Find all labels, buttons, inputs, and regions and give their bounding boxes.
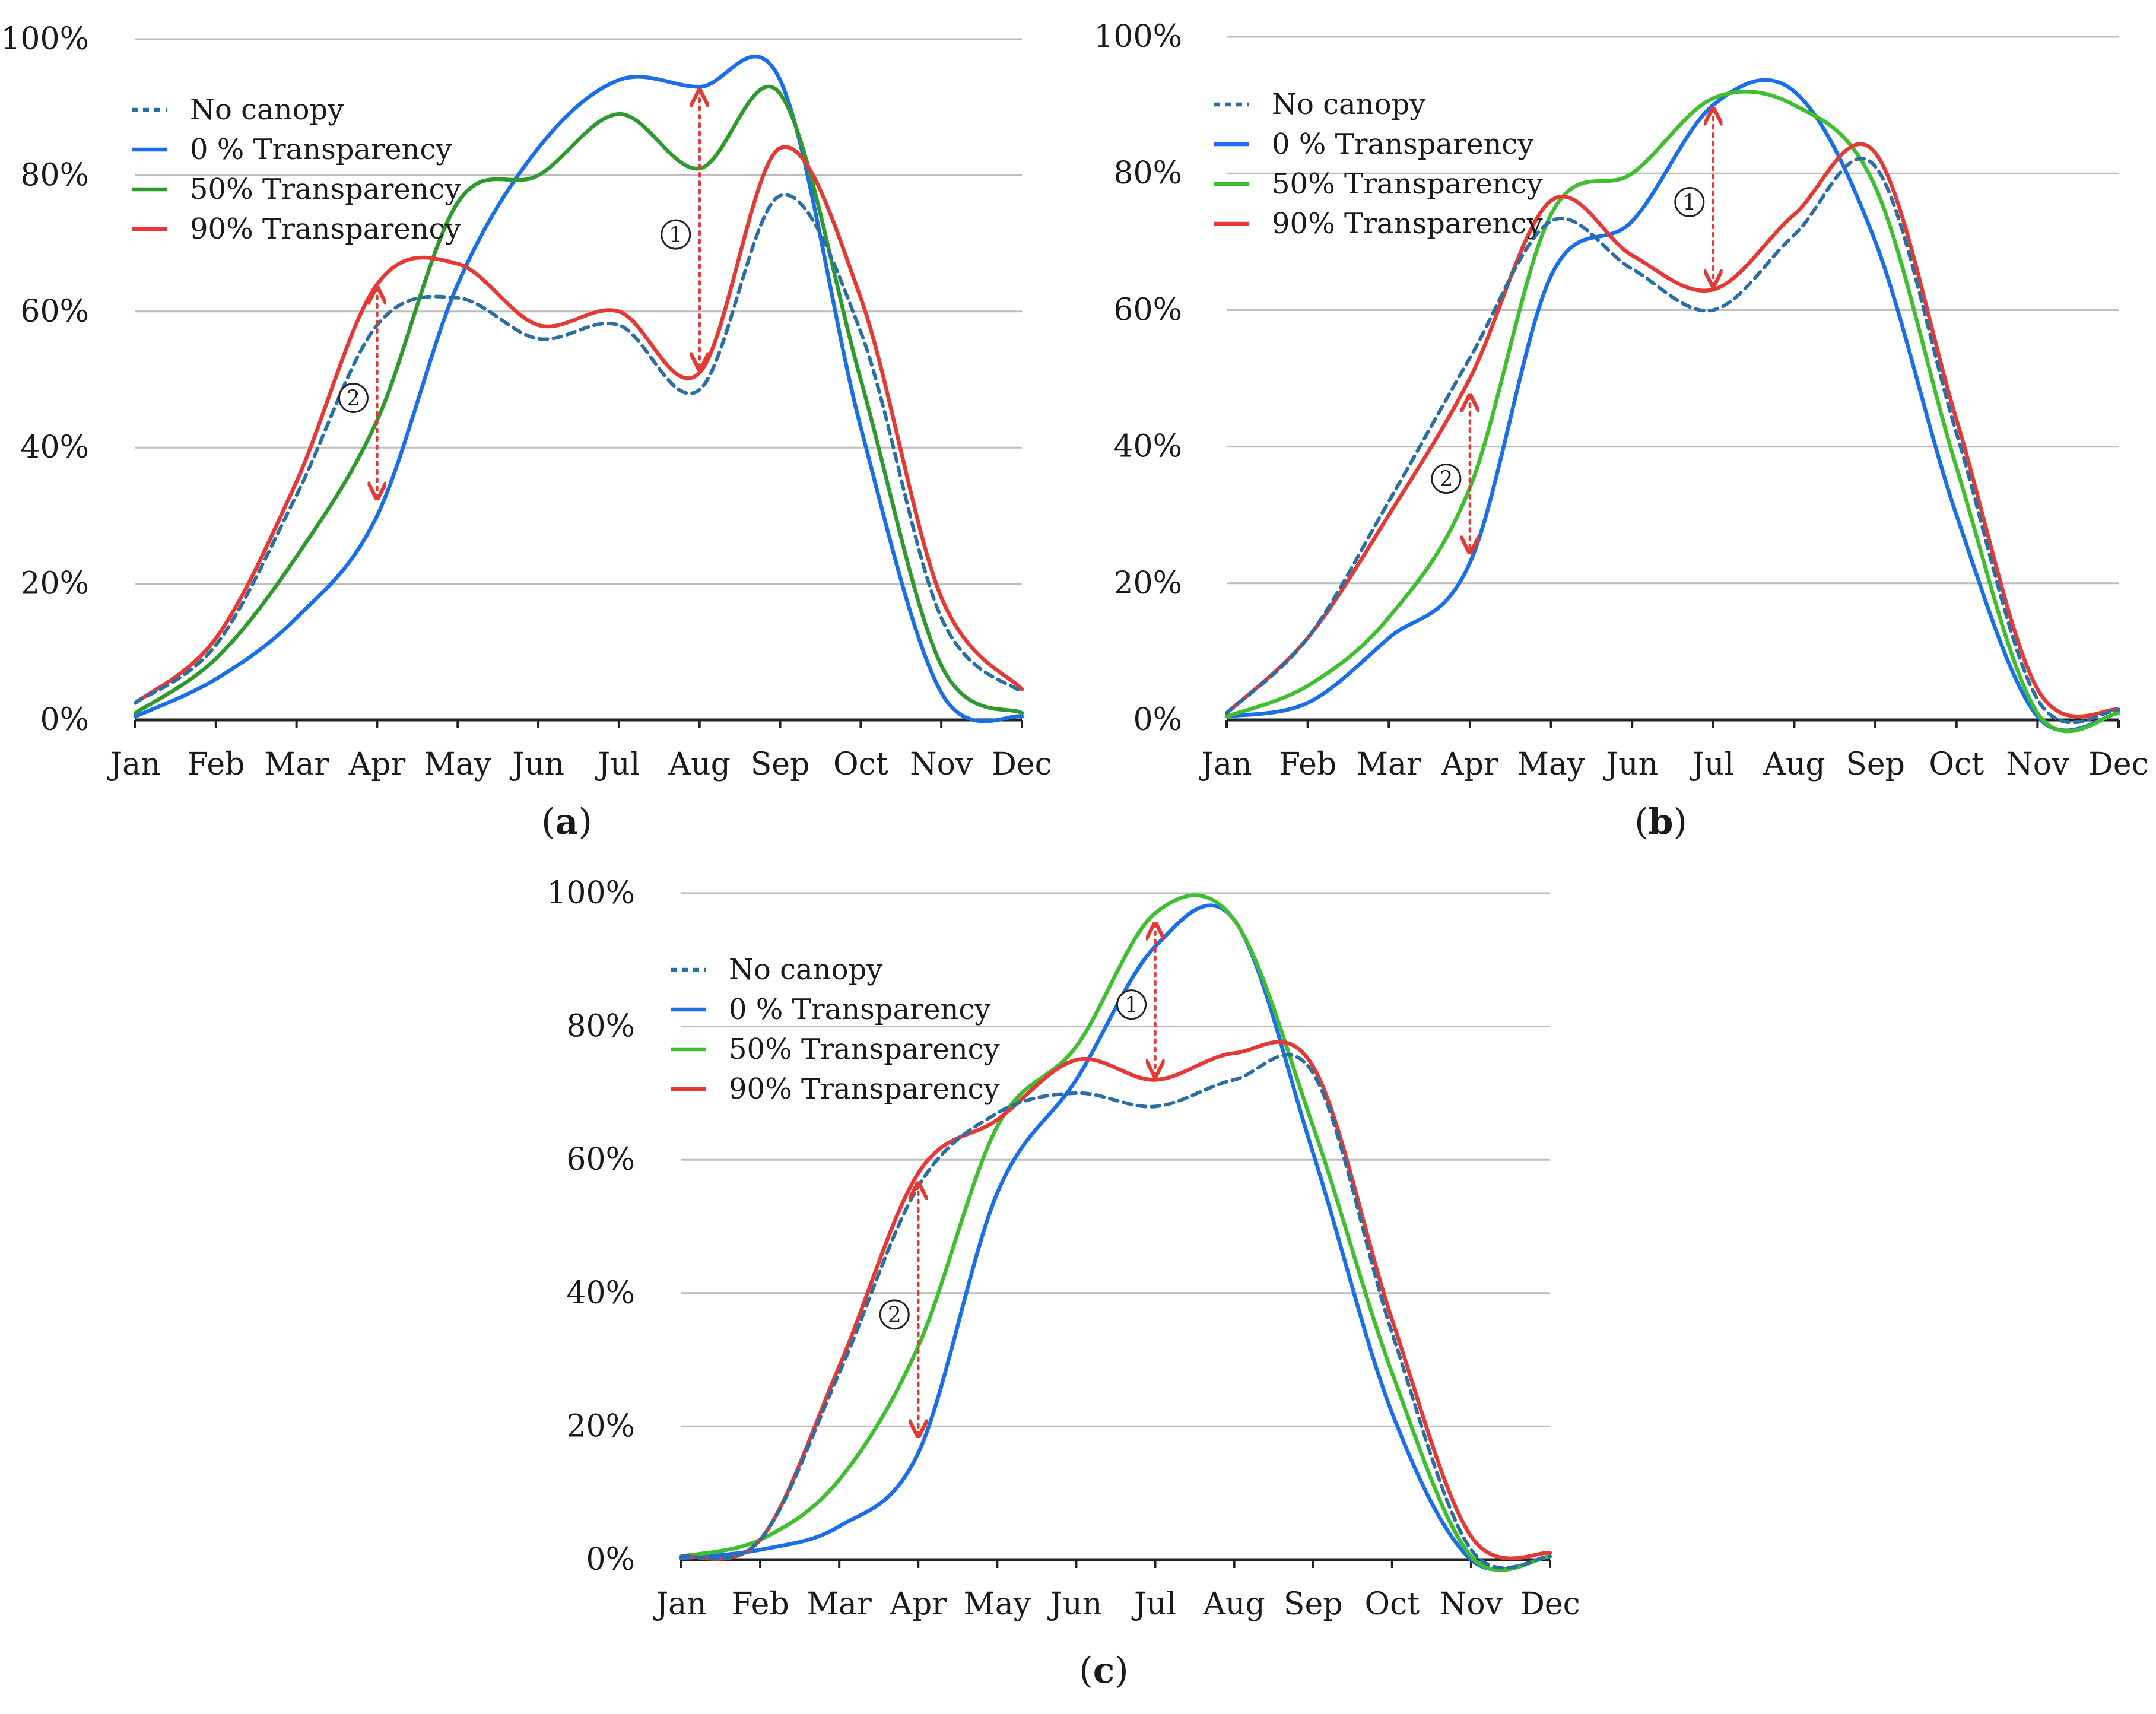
x-tick-label: Apr bbox=[348, 747, 406, 782]
y-tick-label: 100% bbox=[547, 875, 635, 911]
x-tick-label: May bbox=[1517, 747, 1585, 782]
x-tick-label: Aug bbox=[668, 747, 731, 782]
annotation-circle bbox=[661, 219, 691, 250]
x-tick-label: Jun bbox=[1603, 747, 1658, 782]
legend-label: 0 % Transparency bbox=[1272, 128, 1533, 161]
y-tick-label: 40% bbox=[20, 430, 89, 465]
legend-label: No canopy bbox=[190, 93, 344, 126]
x-tick-label: Sep bbox=[1284, 1586, 1343, 1622]
x-tick-label: Dec bbox=[1520, 1586, 1580, 1622]
series-line-0-transparency bbox=[1224, 78, 2121, 732]
series-line-90-transparency bbox=[133, 145, 1024, 705]
annotation-circle bbox=[338, 382, 369, 413]
legend-label: 0 % Transparency bbox=[729, 993, 990, 1026]
x-tick-label: May bbox=[964, 1586, 1031, 1622]
panel-caption: (a) bbox=[541, 801, 592, 843]
y-tick-label: 60% bbox=[566, 1142, 635, 1177]
series-line-no-canopy bbox=[679, 1053, 1552, 1570]
x-tick-label: Jan bbox=[1198, 747, 1252, 782]
x-tick-label: Dec bbox=[2088, 747, 2149, 782]
series-line-0-transparency bbox=[133, 54, 1024, 723]
x-tick-label: Feb bbox=[731, 1586, 789, 1622]
x-tick-label: Apr bbox=[1441, 747, 1498, 782]
x-tick-label: Jan bbox=[107, 747, 160, 782]
annotation-label: 2 bbox=[888, 1303, 901, 1328]
series-line-no-canopy bbox=[134, 193, 1024, 705]
series-line-90-transparency bbox=[679, 1040, 1552, 1561]
x-tick-label: Sep bbox=[751, 747, 810, 782]
x-tick-label: Mar bbox=[1357, 747, 1421, 782]
legend-label: 50% Transparency bbox=[190, 173, 461, 206]
x-tick-label: Nov bbox=[910, 747, 973, 782]
x-tick-label: Jul bbox=[1689, 747, 1734, 782]
y-tick-label: 0% bbox=[40, 702, 90, 738]
legend-label: 0 % Transparency bbox=[190, 133, 452, 166]
y-tick-label: 100% bbox=[1, 21, 89, 57]
x-tick-label: Oct bbox=[1364, 1586, 1420, 1622]
y-tick-label: 20% bbox=[20, 566, 89, 602]
panel-caption: (b) bbox=[1634, 801, 1687, 843]
annotation-circle bbox=[1116, 989, 1147, 1020]
x-tick-label: Sep bbox=[1846, 747, 1905, 782]
x-tick-label: Mar bbox=[807, 1586, 872, 1622]
x-tick-label: Oct bbox=[833, 747, 888, 782]
annotation-circle bbox=[1431, 464, 1462, 494]
x-tick-label: Nov bbox=[2006, 747, 2069, 782]
x-tick-label: Feb bbox=[1279, 747, 1336, 782]
legend-label: 50% Transparency bbox=[729, 1033, 1000, 1066]
series-line-0-transparency bbox=[679, 903, 1552, 1572]
x-tick-label: Nov bbox=[1440, 1586, 1503, 1622]
y-tick-label: 80% bbox=[1113, 155, 1182, 191]
y-tick-label: 0% bbox=[1133, 702, 1183, 738]
series-line-50-transparency bbox=[1224, 89, 2121, 734]
annotation-label: 1 bbox=[669, 223, 682, 247]
x-tick-label: Aug bbox=[1202, 1586, 1265, 1622]
x-tick-label: Aug bbox=[1763, 747, 1825, 782]
y-tick-label: 40% bbox=[566, 1275, 635, 1311]
y-tick-label: 60% bbox=[20, 294, 89, 329]
x-tick-label: Jul bbox=[595, 747, 640, 782]
x-tick-label: Mar bbox=[264, 747, 329, 782]
y-tick-label: 60% bbox=[1113, 292, 1182, 328]
y-tick-label: 40% bbox=[1113, 429, 1182, 465]
series-line-50-transparency bbox=[133, 84, 1024, 715]
y-tick-label: 80% bbox=[20, 157, 89, 193]
series-line-50-transparency bbox=[679, 893, 1552, 1572]
annotation-circle bbox=[1674, 186, 1705, 217]
legend-label: 90% Transparency bbox=[190, 212, 461, 246]
x-tick-label: Jul bbox=[1131, 1586, 1176, 1622]
x-tick-label: Jun bbox=[509, 747, 564, 782]
x-tick-label: May bbox=[424, 747, 491, 782]
y-tick-label: 20% bbox=[566, 1408, 635, 1444]
annotation-circle bbox=[879, 1299, 910, 1330]
y-tick-label: 80% bbox=[566, 1009, 635, 1045]
legend-label: No canopy bbox=[729, 953, 882, 986]
x-tick-label: Dec bbox=[992, 747, 1052, 782]
chart-panel-a: 0% 20% 40% 60% 80% 100% Jan Feb Mar Apr May Jun Jul A… bbox=[1, 21, 1052, 843]
y-tick-label: 20% bbox=[1113, 566, 1182, 601]
series-line-no-canopy bbox=[1225, 157, 2120, 725]
chart-panel-c: 0% 20% 40% 60% 80% 100% Jan Feb Mar Apr May Jun Jul A… bbox=[547, 875, 1580, 1691]
panel-caption: (c) bbox=[1079, 1650, 1128, 1691]
annotation-label: 1 bbox=[1125, 994, 1138, 1018]
annotation-label: 2 bbox=[347, 386, 360, 411]
annotation-label: 2 bbox=[1439, 468, 1453, 492]
y-tick-label: 0% bbox=[586, 1542, 636, 1577]
x-tick-label: Jun bbox=[1047, 1586, 1103, 1622]
x-tick-label: Feb bbox=[187, 747, 245, 782]
series-line-90-transparency bbox=[1224, 142, 2121, 719]
x-tick-label: Apr bbox=[889, 1586, 947, 1622]
legend-label: 90% Transparency bbox=[1272, 207, 1543, 240]
x-tick-label: Jan bbox=[653, 1586, 706, 1622]
chart-panel-b: 0% 20% 40% 60% 80% 100% Jan Feb Mar Apr May Jun Jul A… bbox=[1094, 19, 2148, 843]
x-tick-label: Oct bbox=[1929, 747, 1984, 782]
y-tick-label: 100% bbox=[1094, 19, 1182, 55]
legend-label: No canopy bbox=[1272, 88, 1425, 121]
legend-label: 90% Transparency bbox=[729, 1072, 1000, 1106]
legend-label: 50% Transparency bbox=[1272, 167, 1543, 201]
annotation-label: 1 bbox=[1682, 191, 1696, 215]
